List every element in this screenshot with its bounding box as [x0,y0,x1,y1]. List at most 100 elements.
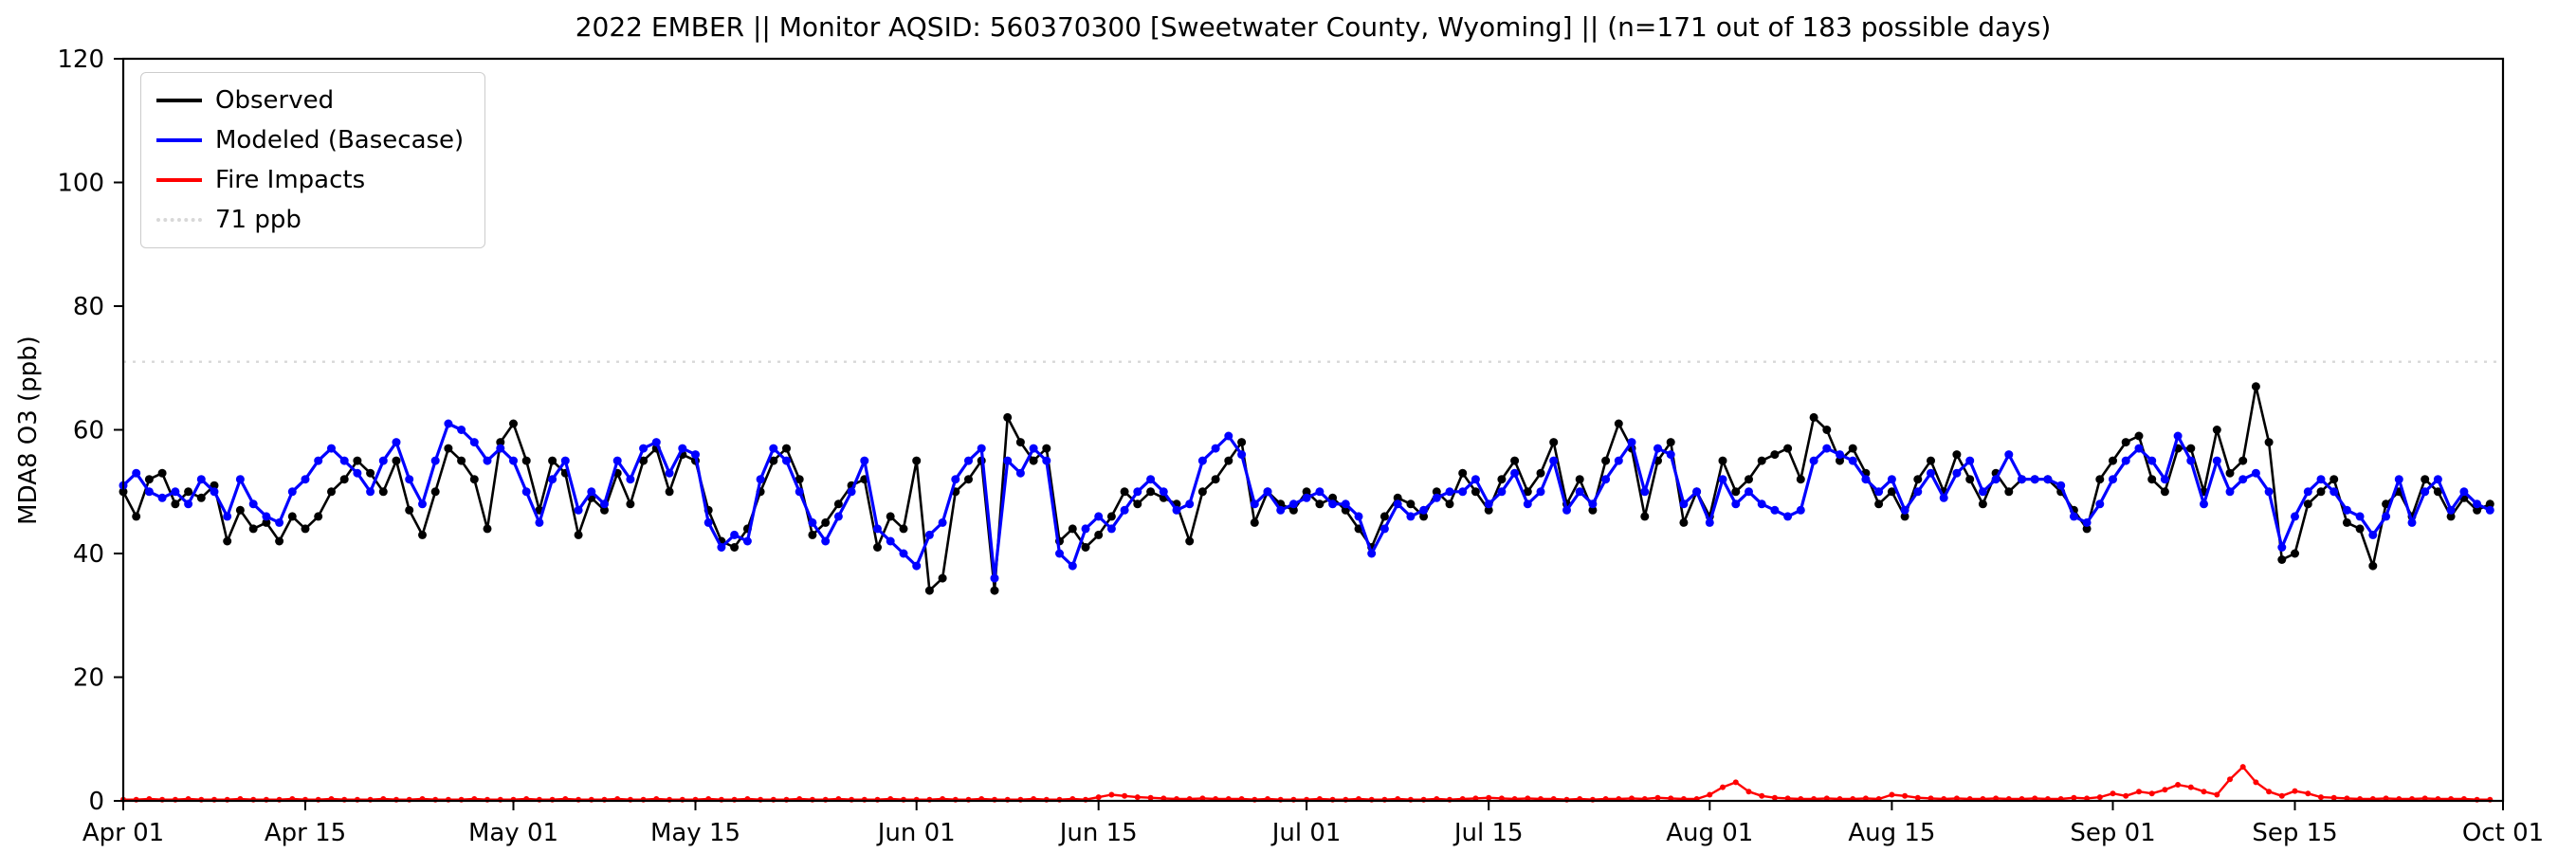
series-marker [223,512,232,521]
series-marker [1562,505,1571,515]
series-marker [1848,444,1857,453]
series-marker [2082,517,2092,527]
series-marker [2134,431,2144,441]
series-marker [2096,794,2103,801]
series-marker [287,512,297,521]
series-marker [262,517,271,527]
x-tick-label: May 15 [650,819,740,847]
series-marker [860,456,869,465]
series-marker [1146,475,1156,484]
series-marker [535,517,544,527]
series-marker [301,475,310,484]
x-tick-label: Oct 01 [2462,819,2544,847]
series-marker [1445,487,1454,497]
series-marker [1939,493,1948,502]
series-marker [1614,456,1623,465]
series-marker [1927,468,1935,478]
series-marker [2316,475,2326,484]
series-marker [1497,475,1507,484]
series-marker [327,487,336,497]
series-marker [1809,412,1818,422]
series-marker [1432,493,1441,502]
fire-line-swatch [156,178,202,182]
series-marker [990,573,999,583]
series-marker [1523,487,1532,497]
series-marker [430,487,440,497]
series-marker [1705,517,1714,527]
series-marker [2187,784,2194,790]
series-marker [1432,487,1441,497]
legend: Observed Modeled (Basecase) Fire Impacts… [140,72,486,248]
series-marker [795,475,804,484]
series-marker [1134,794,1141,801]
series-marker [2433,487,2442,497]
series-marker [1133,487,1142,497]
series-marker [2160,487,2169,497]
series-marker [1120,505,1129,515]
series-marker [1731,487,1741,497]
series-marker [2305,790,2311,797]
series-marker [1720,784,1726,790]
series-line-2 [123,765,2491,801]
legend-item-fire: Fire Impacts [156,166,464,194]
series-marker [1991,475,2001,484]
legend-item-modeled: Modeled (Basecase) [156,126,464,154]
series-marker [938,517,947,527]
series-marker [235,505,245,515]
series-marker [1965,456,1975,465]
series-marker [2329,487,2339,497]
series-marker [899,524,908,534]
series-marker [483,524,492,534]
series-marker [2446,505,2456,515]
series-marker [1328,499,1338,509]
series-marker [1783,512,1793,521]
series-marker [1614,419,1623,428]
series-marker [1978,487,1987,497]
series-marker [2342,517,2351,527]
series-marker [210,487,219,497]
series-marker [833,512,843,521]
series-marker [2355,512,2365,521]
series-marker [782,444,791,453]
series-marker [223,536,232,546]
series-marker [1510,468,1520,478]
series-marker [2121,438,2130,447]
series-marker [1106,524,1116,534]
series-marker [1575,475,1584,484]
series-marker [899,549,908,558]
series-marker [1510,456,1520,465]
series-marker [964,456,973,465]
series-marker [1887,487,1896,497]
series-marker [2329,475,2339,484]
series-marker [1379,512,1389,521]
series-marker [2121,456,2130,465]
series-marker [1419,505,1429,515]
series-marker [1458,468,1468,478]
series-marker [1575,487,1584,497]
series-marker [612,456,622,465]
series-marker [1588,505,1598,515]
series-marker [248,499,258,509]
series-marker [2394,475,2403,484]
series-marker [1822,426,1832,434]
series-marker [1367,549,1377,558]
series-marker [2200,499,2208,509]
series-marker [1601,475,1611,484]
series-marker [2238,475,2248,484]
series-marker [1276,505,1286,515]
series-marker [171,499,180,509]
series-marker [2238,456,2248,465]
series-marker [2264,438,2274,447]
x-tick-label: Aug 01 [1666,819,1753,847]
series-marker [144,475,154,484]
series-marker [1745,487,1753,497]
series-marker [235,475,245,484]
x-tick-label: Apr 01 [82,819,164,847]
series-marker [2227,776,2233,783]
series-marker [1653,444,1662,453]
x-tick-label: Apr 15 [265,819,346,847]
series-marker [1889,791,1895,798]
series-marker [1913,487,1923,497]
series-marker [418,530,427,539]
series-marker [171,487,180,497]
